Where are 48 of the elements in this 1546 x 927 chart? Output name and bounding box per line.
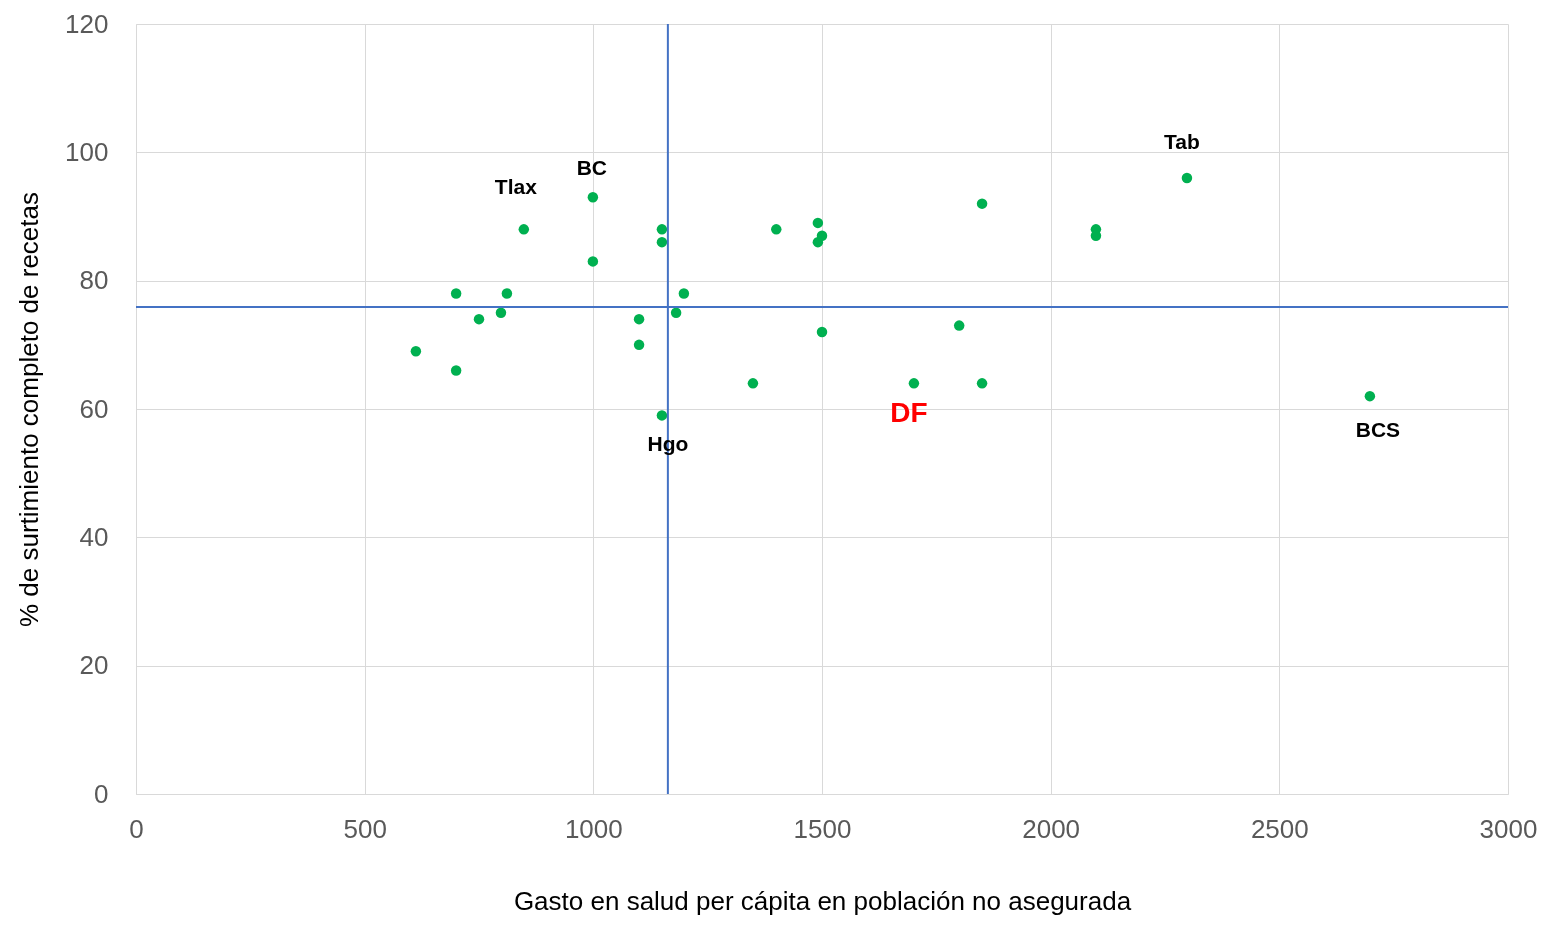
y-tick-label: 40 — [79, 521, 109, 552]
x-tick-label: 2500 — [1250, 813, 1309, 844]
point — [633, 313, 645, 325]
annotation: BC — [576, 156, 608, 180]
point — [587, 256, 599, 267]
point — [410, 346, 422, 357]
point — [976, 198, 988, 209]
y-axis-title: % de surtimiento completo de recetas — [14, 192, 45, 627]
y-tick-label: 60 — [79, 393, 109, 424]
point — [908, 378, 920, 389]
point — [473, 313, 485, 325]
point — [656, 236, 668, 248]
y-tick-label: 0 — [94, 778, 109, 809]
annotation: BCS — [1355, 418, 1401, 442]
point — [656, 224, 668, 235]
x-tick-label: 2000 — [1022, 813, 1081, 844]
point — [495, 307, 507, 318]
point — [450, 365, 462, 376]
point — [670, 307, 682, 318]
point — [1181, 172, 1193, 184]
point — [1364, 390, 1376, 402]
point — [450, 288, 462, 299]
point — [587, 192, 599, 203]
x-axis-title: Gasto en salud per cápita en población no asegurada — [513, 885, 1132, 916]
point — [747, 378, 759, 389]
x-tick-label: 500 — [343, 813, 387, 844]
point — [633, 339, 645, 351]
y-tick-label: 20 — [79, 650, 109, 681]
point — [501, 288, 513, 299]
point — [678, 288, 690, 299]
x-tick-label: 1500 — [793, 813, 852, 844]
point — [816, 230, 828, 241]
annotation: DF — [890, 397, 928, 429]
point — [518, 224, 530, 235]
y-tick-label: 120 — [65, 8, 109, 39]
annotation: Tab — [1164, 130, 1200, 153]
annotation: Tlax — [494, 175, 538, 199]
point — [816, 326, 828, 338]
point — [656, 410, 668, 421]
y-tick-label: 100 — [65, 136, 109, 167]
x-tick-label: 3000 — [1479, 813, 1538, 844]
point — [812, 217, 824, 229]
x-tick-label: 1000 — [564, 813, 623, 844]
y-tick-label: 80 — [79, 265, 109, 296]
point — [976, 378, 988, 389]
x-tick-label: 0 — [129, 813, 144, 844]
point — [953, 320, 965, 331]
point — [771, 224, 782, 235]
